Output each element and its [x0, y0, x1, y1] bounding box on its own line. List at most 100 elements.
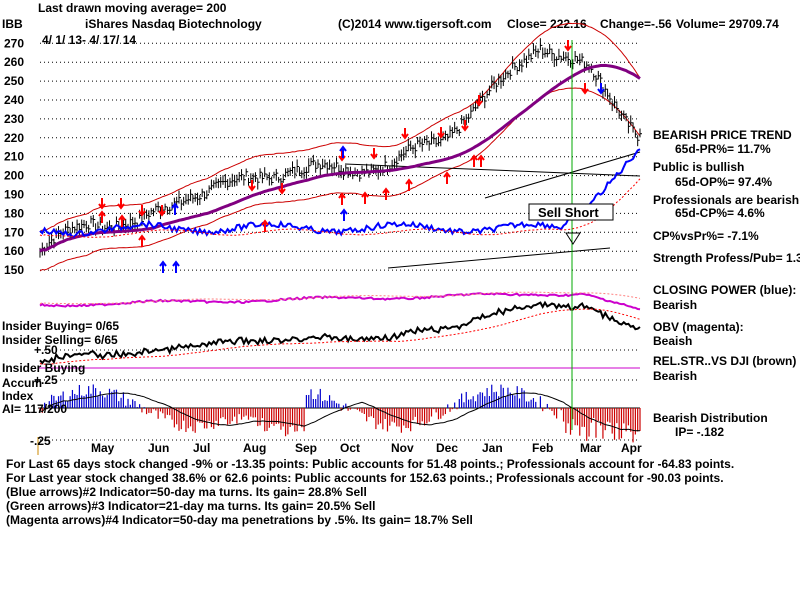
accum-tick-minus25: -.25	[30, 434, 51, 448]
arrow-down-icon	[437, 127, 445, 139]
right-label-16: IP= -.182	[675, 425, 724, 439]
arrow-up-icon	[118, 214, 126, 227]
y-tick-label: 230	[4, 112, 24, 126]
x-tick-label: Jul	[193, 441, 210, 455]
arrow-down-icon	[117, 198, 125, 210]
arrow-up-icon	[339, 145, 347, 158]
footer-line-4: (Green arrows)#3 Indicator=21-day ma tur…	[6, 499, 375, 513]
x-axis: May Jun Jul Aug Sep Oct Nov Dec Jan Feb Mar Apr	[91, 441, 642, 455]
arrow-up-icon	[159, 260, 167, 273]
x-tick-label: Dec	[436, 441, 458, 455]
insider-buying-label: Insider Buying	[2, 361, 85, 375]
y-tick-label: 150	[4, 263, 24, 277]
x-tick-label: Aug	[243, 441, 266, 455]
x-tick-label: Jun	[148, 441, 169, 455]
arrow-down-icon	[461, 120, 469, 132]
x-tick-label: May	[91, 441, 115, 455]
y-axis: 150 160 170 180 190 200 210 220 230 240 250 260 270	[4, 36, 24, 277]
y-tick-label: 160	[4, 244, 24, 258]
obv-line	[39, 292, 641, 311]
arrow-up-icon	[382, 187, 390, 200]
arrow-up-icon	[98, 210, 106, 223]
sell-short-label: Sell Short	[538, 205, 599, 220]
right-label-3: Public is bullish	[653, 160, 744, 174]
arrow-down-icon	[581, 83, 589, 95]
right-label-7: CP%vsPr%= -7.1%	[653, 229, 759, 243]
y-tick-label: 270	[4, 36, 24, 50]
footer-line-1: For Last 65 days stock changed -9% or -1…	[6, 457, 734, 471]
close-value: Close= 222.16	[507, 17, 587, 31]
arrow-down-icon	[401, 128, 409, 140]
trendline-3	[484, 151, 641, 199]
closing-power-line	[39, 148, 641, 238]
rel-strength-ma	[39, 308, 641, 366]
accum-tick-plus50: +.50	[34, 343, 58, 357]
x-tick-label: Sep	[295, 441, 317, 455]
arrow-down-icon	[597, 83, 605, 95]
right-label-2: 65d-PR%= 11.7%	[675, 142, 771, 156]
arrow-up-icon	[261, 219, 269, 232]
insider-buying-count: Insider Buying= 0/65	[2, 319, 119, 333]
y-tick-label: 250	[4, 74, 24, 88]
change-value: Change=-.56	[600, 17, 672, 31]
sell-short-arrow	[565, 232, 581, 245]
y-tick-label: 210	[4, 150, 24, 164]
accum-index-ma	[39, 392, 641, 432]
accum-index-bars	[39, 384, 641, 443]
y-tick-label: 260	[4, 55, 24, 69]
right-label-5: Professionals are bearish	[653, 193, 799, 207]
ticker: IBB	[2, 17, 23, 31]
ma50-line	[39, 63, 641, 253]
right-label-14: Bearish	[653, 369, 697, 383]
arrow-up-icon	[443, 171, 451, 184]
x-tick-label: Jan	[482, 441, 503, 455]
grid-lines	[40, 42, 640, 441]
band-lower	[39, 87, 641, 272]
obv-ma	[39, 291, 641, 305]
right-label-10: Bearish	[653, 298, 697, 312]
arrow-up-icon	[361, 191, 369, 204]
right-label-9: CLOSING POWER (blue):	[653, 283, 796, 297]
arrow-up-icon	[477, 154, 485, 167]
accum-tick-plus25: +.25	[34, 373, 58, 387]
arrow-up-icon	[340, 208, 348, 221]
footer-line-5: (Magenta arrows)#4 Indicator=50-day ma p…	[6, 513, 473, 527]
signal-arrows	[98, 40, 605, 273]
ma-note: Last drawn moving average= 200	[38, 1, 227, 15]
footer-line-2: For Last year stock changed 38.6% or 62.…	[6, 471, 724, 485]
right-label-11: OBV (magenta):	[653, 320, 744, 334]
accum-label: Accum	[2, 376, 42, 390]
arrow-up-icon	[338, 192, 346, 205]
arrow-up-icon	[470, 154, 478, 167]
arrow-down-icon	[138, 205, 146, 217]
y-tick-label: 240	[4, 93, 24, 107]
x-tick-label: Apr	[621, 441, 642, 455]
x-tick-label: Nov	[391, 441, 414, 455]
arrow-up-icon	[405, 178, 413, 191]
volume-value: Volume= 29709.74	[676, 17, 779, 31]
y-tick-label: 220	[4, 131, 24, 145]
arrow-down-icon	[370, 148, 378, 160]
source: (C)2014 www.tigersoft.com	[338, 17, 492, 31]
arrow-down-icon	[564, 40, 572, 52]
index-label: Index	[2, 389, 34, 403]
band-upper	[39, 22, 641, 233]
y-tick-label: 200	[4, 169, 24, 183]
date-range: 4/ 1/ 13- 4/ 17/ 14	[42, 33, 136, 47]
right-label-13: REL.STR..VS DJI (brown)	[653, 354, 796, 368]
arrow-up-icon	[172, 260, 180, 273]
arrow-down-icon	[248, 180, 256, 192]
rel-strength-line	[39, 300, 641, 365]
x-tick-label: Mar	[580, 441, 602, 455]
right-label-15: Bearish Distribution	[653, 411, 768, 425]
ai-value: AI= 117/200	[2, 402, 67, 416]
right-label-8: Strength Profess/Pub= 1.3	[653, 251, 800, 265]
right-label-1: BEARISH PRICE TREND	[653, 128, 792, 142]
arrow-down-icon	[158, 205, 166, 217]
right-label-6: 65d-CP%= 4.6%	[675, 206, 765, 220]
x-tick-label: Oct	[340, 441, 360, 455]
trendline-1	[387, 247, 611, 269]
sell-short-box	[528, 203, 614, 221]
arrow-down-icon	[98, 198, 106, 210]
